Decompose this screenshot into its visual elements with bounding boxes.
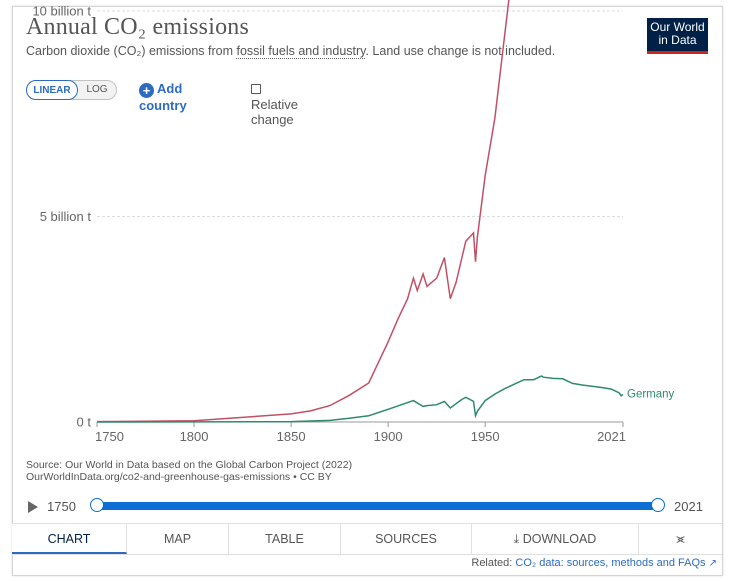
series-label-germany[interactable]: Germany: [627, 388, 675, 400]
subtitle-text-pre: Carbon dioxide (CO₂) emissions from: [26, 44, 237, 58]
tab-map[interactable]: MAP: [127, 524, 229, 554]
logo-line-1: Our World: [650, 20, 705, 34]
play-icon[interactable]: [28, 501, 38, 513]
y-axis: 0 t5 billion t10 billion t15 billion t20…: [32, 4, 92, 430]
source-line-2: OurWorldInData.org/co2-and-greenhouse-ga…: [26, 471, 332, 483]
tab-bar: CHART MAP TABLE SOURCES ⤓ DOWNLOAD ⪤: [12, 523, 722, 555]
timeline-start-handle[interactable]: [90, 498, 104, 512]
plus-circle-icon: +: [139, 83, 154, 98]
source-note: Source: Our World in Data based on the G…: [26, 459, 352, 483]
x-tick-label: 1850: [277, 429, 306, 444]
tab-sources[interactable]: SOURCES: [341, 524, 472, 554]
chart-title: Annual CO₂ emissions: [26, 14, 250, 40]
related-link[interactable]: CO₂ data: sources, methods and FAQs: [515, 557, 706, 569]
add-country-button[interactable]: + Add country: [139, 81, 187, 113]
tab-table[interactable]: TABLE: [229, 524, 341, 554]
relative-change-toggle[interactable]: Relative change: [251, 82, 298, 127]
related-links: Related: CO₂ data: sources, methods and …: [471, 557, 717, 569]
share-button[interactable]: ⪤: [639, 524, 722, 554]
line-chart: 0 t5 billion t10 billion t15 billion t20…: [32, 0, 675, 444]
x-tick-label: 1800: [180, 429, 209, 444]
timeline-track[interactable]: [97, 502, 658, 510]
x-axis: 1750 1800 1850 1900 1950 2021: [95, 421, 626, 444]
tab-chart[interactable]: CHART: [12, 524, 127, 554]
add-country-label: Add country: [139, 81, 187, 113]
timeline: 1750 2021: [26, 497, 716, 517]
x-tick-label: 1750: [95, 429, 124, 444]
x-tick-label: 1900: [374, 429, 403, 444]
timeline-end-handle[interactable]: [651, 498, 665, 512]
subtitle-link[interactable]: fossil fuels and industry: [236, 44, 366, 59]
source-line-1: Source: Our World in Data based on the G…: [26, 459, 353, 471]
relative-change-label: Relative change: [251, 97, 298, 127]
y-tick-label: 0 t: [77, 415, 92, 430]
scale-toggle: LINEAR LOG: [26, 80, 117, 100]
log-scale-button[interactable]: LOG: [86, 84, 108, 95]
related-prefix: Related:: [471, 557, 516, 569]
series-line-germany[interactable]: [96, 375, 624, 423]
timeline-end-label: 2021: [674, 499, 703, 514]
timeline-start-label: 1750: [47, 499, 76, 514]
chart-series: WorldGermany: [96, 0, 675, 423]
y-tick-label: 10 billion t: [32, 4, 91, 19]
chart-card: [12, 6, 723, 576]
chart-grid: [97, 10, 623, 217]
x-tick-label: 2021: [597, 429, 626, 444]
download-icon: ⤓: [513, 532, 520, 546]
tab-download-label: DOWNLOAD: [522, 532, 597, 546]
linear-scale-button[interactable]: LINEAR: [26, 80, 78, 100]
x-tick-label: 1950: [471, 429, 500, 444]
share-icon: ⪤: [676, 531, 685, 546]
logo-line-2: in Data: [658, 33, 697, 47]
owid-logo[interactable]: Our World in Data: [647, 18, 708, 54]
chart-subtitle: Carbon dioxide (CO₂) emissions from foss…: [26, 44, 556, 59]
series-line-world[interactable]: [96, 0, 623, 423]
external-link-icon: ↗: [708, 558, 717, 569]
tab-download[interactable]: ⤓ DOWNLOAD: [472, 524, 639, 554]
relative-change-checkbox[interactable]: [251, 84, 261, 94]
subtitle-text-post: . Land use change is not included.: [365, 44, 556, 58]
y-tick-label: 5 billion t: [40, 209, 92, 224]
